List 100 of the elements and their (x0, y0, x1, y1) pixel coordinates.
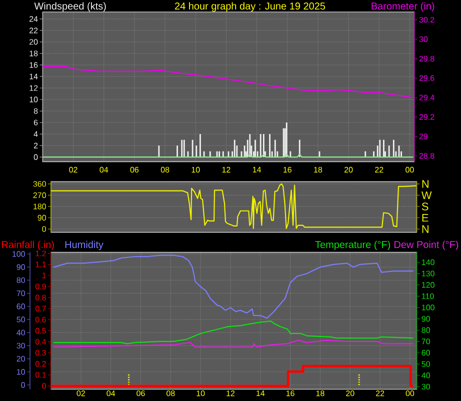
x-tick-label: 04 (106, 390, 116, 396)
x-tick-label: 04 (100, 166, 108, 173)
y2-tick-label: 30.2 (419, 16, 434, 23)
x-tick-label: 00 (406, 166, 414, 173)
x-tick-label: 12 (222, 166, 230, 172)
text: Dew Point (°F) (394, 240, 458, 250)
text: Windspeed (kts) (34, 2, 106, 12)
category-label: W (421, 191, 432, 199)
y2-tick-label: 100 (422, 304, 434, 310)
y3-tick-label: 0.2 (36, 361, 46, 367)
line-series (51, 183, 416, 229)
y-tick-label: 0 (42, 226, 46, 232)
y-tick-label: 12 (30, 85, 38, 91)
series-label: Humidity (65, 240, 104, 250)
y2-tick-label: 90 (422, 316, 430, 322)
y-tick-label: 90 (16, 264, 25, 270)
text: Rainfall (.in) (2, 240, 54, 250)
y-tick-label: 22 (30, 28, 38, 34)
x-tick-label: 14 (256, 390, 265, 396)
y2-tick-label: 40 (422, 372, 430, 378)
y2-tick-label: 30 (419, 36, 428, 42)
y-tick-label: 80 (16, 277, 25, 284)
x-tick-label: 16 (284, 166, 292, 173)
y2-tick-label: 110 (422, 293, 434, 300)
y-tick-label: 40 (16, 330, 25, 336)
y3-tick-label: 0.9 (36, 284, 46, 290)
x-tick-label: 08 (166, 390, 175, 396)
y-tick-label: 6 (34, 120, 38, 126)
y-tick-label: 270 (33, 192, 46, 198)
y-tick-label: 70 (16, 290, 25, 296)
category-label: N (422, 180, 428, 188)
y2-tick-label: 120 (422, 282, 434, 288)
x-tick-label: 02 (76, 390, 85, 396)
y-tick-label: 50 (16, 316, 25, 322)
x-tick-label: 02 (69, 166, 78, 173)
y3-tick-label: 0.8 (36, 294, 46, 300)
y2-tick-label: 140 (422, 259, 434, 266)
y-tick-label: 20 (16, 356, 25, 362)
y3-tick-label: 0.7 (36, 306, 46, 312)
y3-tick-label: 0.3 (36, 350, 46, 356)
x-tick-label: 18 (314, 166, 322, 173)
y-tick-label: 14 (30, 74, 38, 80)
y2-tick-label: 29.2 (419, 114, 434, 120)
x-tick-label: 22 (376, 390, 384, 396)
y2-tick-label: 29.6 (419, 75, 434, 81)
x-tick-label: 10 (196, 390, 205, 396)
x-tick-label: 16 (286, 390, 294, 396)
y-tick-label: 10 (30, 96, 38, 102)
x-tick-label: 06 (130, 166, 139, 173)
line-series (53, 320, 414, 344)
y-tick-label: 8 (34, 108, 38, 114)
x-tick-label: 12 (226, 390, 235, 396)
y-tick-label: 24 (30, 16, 38, 22)
y2-tick-label: 60 (422, 350, 430, 356)
x-tick-label: 20 (346, 390, 354, 396)
y2-tick-label: 29.8 (419, 56, 434, 62)
y-tick-label: 180 (34, 204, 46, 210)
x-tick-label: 14 (252, 166, 262, 172)
y-tick-label: 0 (34, 154, 38, 160)
y-tick-label: 2 (34, 142, 38, 148)
category-label: N (422, 225, 428, 233)
y-tick-label: 10 (17, 369, 25, 375)
y-tick-label: 60 (16, 304, 25, 310)
y-tick-label: 20 (30, 39, 38, 45)
y2-tick-label: 28.8 (419, 153, 434, 159)
y2-tick-label: 29.4 (419, 94, 434, 100)
y2-tick-label: 70 (422, 338, 430, 344)
y3-tick-label: 0.5 (36, 328, 46, 334)
x-tick-label: 08 (160, 166, 170, 173)
y3-tick-label: 1.1 (36, 262, 46, 268)
y3-tick-label: 0.1 (36, 372, 46, 378)
y-tick-label: 360 (33, 181, 46, 187)
text: Temperature (°F) (315, 240, 390, 250)
y-tick-label: 30 (16, 342, 25, 349)
y-tick-label: 100 (12, 251, 25, 257)
y-tick-label: 0 (21, 382, 25, 388)
y2-tick-label: 50 (422, 361, 430, 367)
x-tick-label: 22 (375, 166, 384, 172)
category-label: S (422, 202, 428, 210)
y3-tick-label: 1 (42, 272, 46, 278)
line-series (42, 66, 412, 98)
y-tick-label: 18 (30, 50, 38, 56)
y2-tick-label: 80 (422, 327, 430, 333)
line-series (53, 254, 414, 319)
chart-title: 24 hour graph day : June 19 2025 (174, 2, 326, 12)
y3-tick-label: 0.6 (36, 316, 46, 323)
text: Barometer (in) (372, 2, 434, 12)
y-tick-label: 16 (30, 62, 38, 68)
category-label: E (422, 214, 428, 222)
y2-tick-label: 130 (422, 270, 434, 276)
y2-tick-label: 30 (422, 384, 430, 390)
y2-tick-label: 29 (419, 134, 428, 140)
x-tick-label: 10 (192, 166, 200, 173)
y3-tick-label: 0.4 (36, 338, 46, 345)
x-tick-label: 00 (406, 390, 414, 396)
y-tick-label: 90 (38, 214, 46, 221)
x-tick-label: 20 (344, 166, 353, 173)
x-tick-label: 06 (136, 390, 145, 396)
x-tick-label: 18 (316, 390, 324, 396)
y-tick-label: 4 (34, 131, 38, 137)
